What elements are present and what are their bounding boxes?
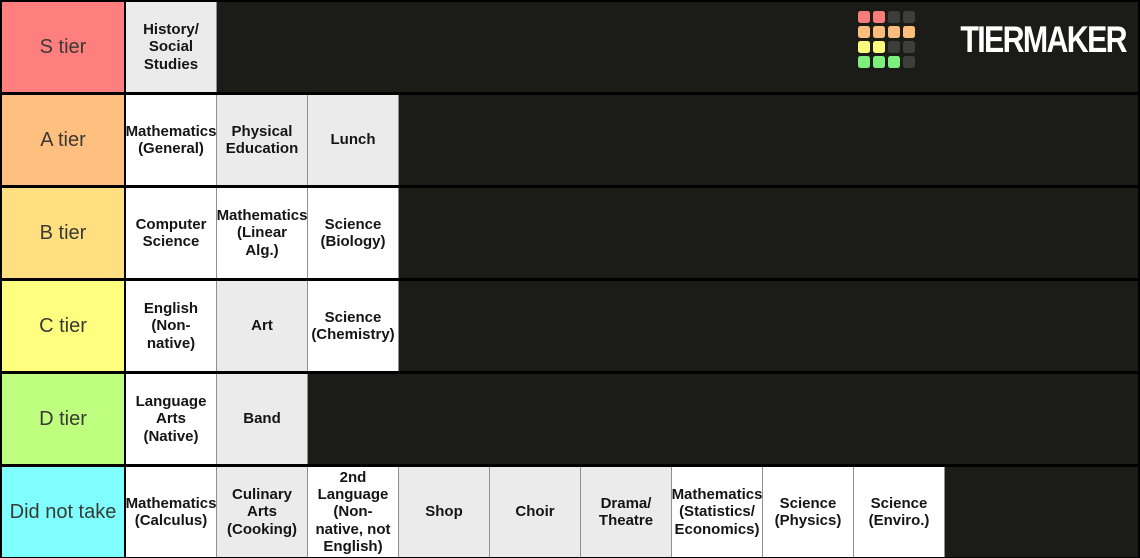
tier-row-c: C tier English (Non- native) Art Science…: [2, 281, 1138, 371]
tier-items-did-not-take: Mathematics (Calculus) Culinary Arts (Co…: [126, 467, 1138, 557]
tier-label-did-not-take: Did not take: [2, 467, 126, 557]
tile-english-non-native[interactable]: English (Non- native): [126, 281, 217, 371]
logo-grid-cell: [903, 11, 916, 23]
tile-shop[interactable]: Shop: [399, 467, 490, 557]
logo-grid-cell: [873, 26, 886, 38]
logo-grid-cell: [903, 56, 916, 68]
logo-grid-cell: [888, 56, 901, 68]
tile-mathematics-statistics-economics[interactable]: Mathematics (Statistics/ Economics): [672, 467, 763, 557]
logo-grid-cell: [873, 56, 886, 68]
tile-science-enviro[interactable]: Science (Enviro.): [854, 467, 945, 557]
logo-grid-cell: [873, 41, 886, 53]
tile-science-chemistry[interactable]: Science (Chemistry): [308, 281, 399, 371]
tile-2nd-language[interactable]: 2nd Language (Non- native, not English): [308, 467, 399, 557]
tier-label-c: C tier: [2, 281, 126, 371]
tiermaker-grid-icon: [858, 11, 916, 68]
tier-items-b: Computer Science Mathematics (Linear Alg…: [126, 188, 1138, 278]
tile-art[interactable]: Art: [217, 281, 308, 371]
tier-items-c: English (Non- native) Art Science (Chemi…: [126, 281, 1138, 371]
tier-items-a: Mathematics (General) Physical Education…: [126, 95, 1138, 185]
tile-science-biology[interactable]: Science (Biology): [308, 188, 399, 278]
logo-grid-cell: [858, 11, 871, 23]
tier-row-a: A tier Mathematics (General) Physical Ed…: [2, 95, 1138, 185]
logo-grid-cell: [858, 56, 871, 68]
logo-grid-cell: [888, 41, 901, 53]
logo-grid-cell: [903, 26, 916, 38]
tile-band[interactable]: Band: [217, 374, 308, 464]
tile-language-arts-native[interactable]: Language Arts (Native): [126, 374, 217, 464]
tier-row-d: D tier Language Arts (Native) Band: [2, 374, 1138, 464]
tiermaker-logo[interactable]: TIERMAKER: [858, 11, 1128, 68]
logo-grid-cell: [873, 11, 886, 23]
tile-computer-science[interactable]: Computer Science: [126, 188, 217, 278]
tile-mathematics-general[interactable]: Mathematics (General): [126, 95, 217, 185]
tile-culinary-arts-cooking[interactable]: Culinary Arts (Cooking): [217, 467, 308, 557]
logo-grid-cell: [858, 41, 871, 53]
tier-items-s: History/ Social Studies: [126, 2, 1138, 92]
logo-grid-cell: [858, 26, 871, 38]
tile-mathematics-linear-alg[interactable]: Mathematics (Linear Alg.): [217, 188, 308, 278]
tile-drama-theatre[interactable]: Drama/ Theatre: [581, 467, 672, 557]
logo-grid-cell: [888, 26, 901, 38]
tier-items-d: Language Arts (Native) Band: [126, 374, 1138, 464]
logo-grid-cell: [888, 11, 901, 23]
tier-label-s: S tier: [2, 2, 126, 92]
tier-row-did-not-take: Did not take Mathematics (Calculus) Culi…: [2, 467, 1138, 557]
tier-label-b: B tier: [2, 188, 126, 278]
logo-grid-cell: [903, 41, 916, 53]
tile-choir[interactable]: Choir: [490, 467, 581, 557]
tile-history-social-studies[interactable]: History/ Social Studies: [126, 2, 217, 92]
tier-row-s: S tier History/ Social Studies: [2, 2, 1138, 92]
tier-row-b: B tier Computer Science Mathematics (Lin…: [2, 188, 1138, 278]
tile-science-physics[interactable]: Science (Physics): [763, 467, 854, 557]
tile-physical-education[interactable]: Physical Education: [217, 95, 308, 185]
tile-mathematics-calculus[interactable]: Mathematics (Calculus): [126, 467, 217, 557]
tiermaker-logo-text: TIERMAKER: [960, 18, 1127, 60]
tier-label-a: A tier: [2, 95, 126, 185]
tier-label-d: D tier: [2, 374, 126, 464]
tile-lunch[interactable]: Lunch: [308, 95, 399, 185]
